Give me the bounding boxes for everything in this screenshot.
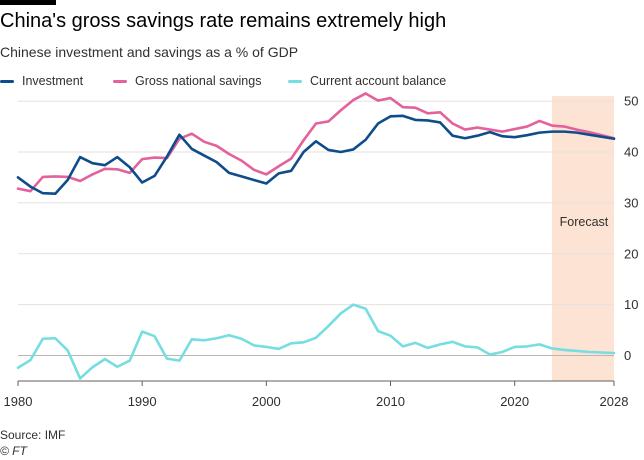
x-tick-label-2028: 2028	[600, 394, 629, 409]
y-tick-label-0: 0	[624, 348, 631, 363]
legend-swatch-current-account	[288, 79, 302, 83]
x-tick-label-2020: 2020	[500, 394, 529, 409]
legend-swatch-investment	[0, 79, 14, 83]
ft-credit: © FT	[0, 444, 27, 458]
y-tick-label-30: 30	[624, 195, 638, 210]
x-tick-label-2000: 2000	[252, 394, 281, 409]
y-tick-label-50: 50	[624, 94, 638, 109]
source-note: Source: IMF	[0, 428, 66, 442]
chart-subtitle: Chinese investment and savings as a % of…	[0, 44, 299, 60]
forecast-band	[551, 96, 614, 381]
series-line-current-account	[16, 303, 616, 380]
y-tick-label-40: 40	[624, 144, 638, 159]
chart-title: China's gross savings rate remains extre…	[0, 10, 447, 32]
y-tick-label-10: 10	[624, 297, 638, 312]
y-tick-label-20: 20	[624, 246, 638, 261]
legend-item-savings: Gross national savings	[113, 74, 261, 88]
x-tick-label-2010: 2010	[376, 394, 405, 409]
legend-label-savings: Gross national savings	[135, 74, 262, 88]
x-tick-label-1980: 1980	[4, 394, 33, 409]
series-line-savings	[16, 92, 616, 193]
ft-top-bar	[0, 0, 56, 5]
legend-label-investment: Investment	[22, 74, 84, 88]
forecast-label: Forecast	[560, 215, 609, 229]
legend-item-investment: Investment	[0, 74, 83, 88]
series-line-investment	[16, 114, 616, 196]
legend-swatch-savings	[113, 79, 127, 83]
legend-item-current-account: Current account balance	[288, 74, 446, 88]
legend-label-current-account: Current account balance	[310, 74, 447, 88]
x-tick-label-1990: 1990	[128, 394, 157, 409]
